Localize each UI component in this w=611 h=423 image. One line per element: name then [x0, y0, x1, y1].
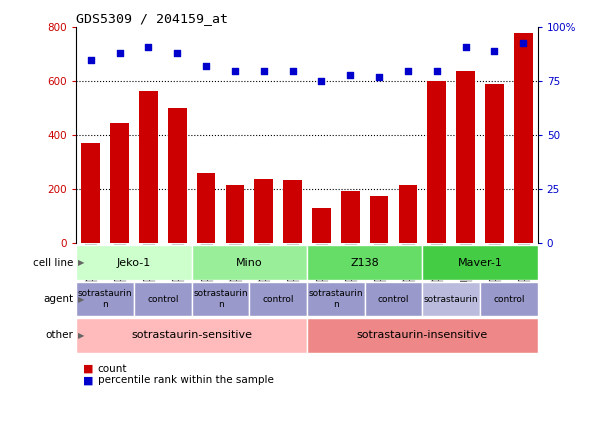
Text: GSM1044974: GSM1044974 — [375, 245, 384, 297]
Text: sotrastaurin-sensitive: sotrastaurin-sensitive — [131, 330, 252, 341]
Text: Mino: Mino — [236, 258, 263, 268]
Text: GSM1044979: GSM1044979 — [432, 245, 441, 297]
Text: sotrastaurin: sotrastaurin — [424, 294, 478, 304]
Text: GSM1044967: GSM1044967 — [86, 245, 95, 297]
Point — [230, 67, 240, 74]
Bar — [110, 123, 129, 243]
Point — [403, 67, 413, 74]
Text: ■: ■ — [82, 375, 93, 385]
Text: GSM1044975: GSM1044975 — [317, 245, 326, 297]
Text: GSM1044968: GSM1044968 — [173, 245, 182, 297]
Point — [86, 56, 96, 63]
Text: control: control — [147, 294, 178, 304]
Text: GSM1044976: GSM1044976 — [403, 245, 412, 297]
Text: Z138: Z138 — [350, 258, 379, 268]
Text: cell line: cell line — [33, 258, 73, 268]
Text: ▶: ▶ — [78, 258, 85, 267]
Text: GDS5309 / 204159_at: GDS5309 / 204159_at — [76, 12, 229, 25]
Point — [374, 74, 384, 80]
Bar — [225, 185, 244, 243]
Point — [432, 67, 442, 74]
Text: control: control — [493, 294, 525, 304]
Bar — [134, 282, 192, 316]
Bar — [76, 245, 192, 280]
Text: GSM1044971: GSM1044971 — [202, 245, 211, 297]
Point — [201, 63, 211, 70]
Text: sotrastaurin
n: sotrastaurin n — [193, 289, 248, 309]
Point — [172, 50, 182, 57]
Bar — [81, 143, 100, 243]
Bar — [312, 208, 331, 243]
Text: ▶: ▶ — [78, 294, 85, 304]
Bar — [76, 318, 307, 353]
Text: other: other — [45, 330, 73, 341]
Bar — [249, 282, 307, 316]
Point — [461, 44, 470, 50]
Point — [489, 48, 499, 55]
Bar — [168, 108, 186, 243]
Text: control: control — [263, 294, 294, 304]
Point — [259, 67, 269, 74]
Bar — [76, 282, 134, 316]
Bar — [428, 81, 446, 243]
Bar — [307, 245, 422, 280]
Text: ▶: ▶ — [78, 331, 85, 340]
Point — [288, 67, 298, 74]
Text: Jeko-1: Jeko-1 — [117, 258, 151, 268]
Point — [316, 78, 326, 85]
Bar — [456, 71, 475, 243]
Text: GSM1044978: GSM1044978 — [490, 245, 499, 297]
Text: GSM1044980: GSM1044980 — [519, 245, 528, 297]
Text: percentile rank within the sample: percentile rank within the sample — [98, 375, 274, 385]
Bar — [398, 185, 417, 243]
Bar — [370, 196, 389, 243]
Bar — [139, 91, 158, 243]
Point — [345, 71, 355, 78]
Bar — [307, 282, 365, 316]
Text: GSM1044969: GSM1044969 — [115, 245, 124, 297]
Bar — [284, 180, 302, 243]
Text: GSM1044977: GSM1044977 — [346, 245, 355, 297]
Text: sotrastaurin
n: sotrastaurin n — [309, 289, 363, 309]
Text: count: count — [98, 364, 127, 374]
Bar — [422, 282, 480, 316]
Bar — [365, 282, 422, 316]
Text: agent: agent — [43, 294, 73, 304]
Point — [518, 39, 528, 46]
Bar — [480, 282, 538, 316]
Text: control: control — [378, 294, 409, 304]
Text: GSM1044981: GSM1044981 — [461, 245, 470, 297]
Text: ■: ■ — [82, 364, 93, 374]
Bar — [254, 179, 273, 243]
Bar — [307, 318, 538, 353]
Text: GSM1044970: GSM1044970 — [259, 245, 268, 297]
Text: sotrastaurin-insensitive: sotrastaurin-insensitive — [357, 330, 488, 341]
Bar — [485, 84, 504, 243]
Point — [115, 50, 125, 57]
Bar — [192, 282, 249, 316]
Text: GSM1044973: GSM1044973 — [230, 245, 240, 297]
Point — [144, 44, 153, 50]
Bar — [514, 33, 533, 243]
Text: Maver-1: Maver-1 — [458, 258, 502, 268]
Text: GSM1044972: GSM1044972 — [288, 245, 297, 297]
Bar — [197, 173, 216, 243]
Bar — [422, 245, 538, 280]
Text: sotrastaurin
n: sotrastaurin n — [78, 289, 133, 309]
Bar — [341, 191, 360, 243]
Bar — [192, 245, 307, 280]
Text: GSM1044966: GSM1044966 — [144, 245, 153, 297]
